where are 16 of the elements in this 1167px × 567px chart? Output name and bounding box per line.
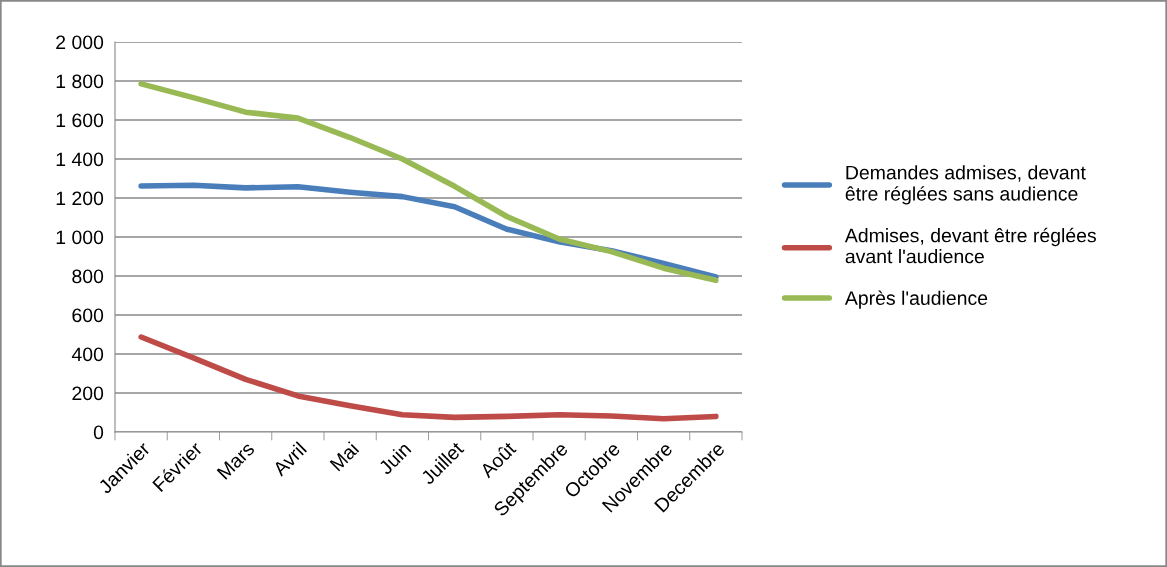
y-tick-label: 600 bbox=[72, 308, 104, 323]
y-tick-label: 1 200 bbox=[56, 191, 104, 206]
y-tick-label: 1 800 bbox=[56, 74, 104, 89]
y-tick-label: 800 bbox=[72, 269, 104, 284]
legend-label: Admises, devant être réglées avant l'audience bbox=[844, 227, 1096, 264]
y-tick-label: 1 600 bbox=[56, 113, 104, 128]
x-tick-label: Mai bbox=[329, 441, 360, 472]
x-tick-label: Juin bbox=[377, 441, 412, 476]
legend-label: Demandes admises, devant être réglées sans audience bbox=[845, 165, 1086, 205]
y-tick-label: 200 bbox=[72, 386, 104, 401]
y-tick-label: 1 400 bbox=[56, 152, 104, 167]
y-tick-label: 2 000 bbox=[56, 35, 104, 50]
y-tick-label: 0 bbox=[93, 425, 104, 440]
y-tick-label: 1 000 bbox=[56, 230, 104, 245]
y-tick-label: 400 bbox=[71, 347, 104, 362]
legend-label: Après l'audience bbox=[844, 290, 988, 309]
